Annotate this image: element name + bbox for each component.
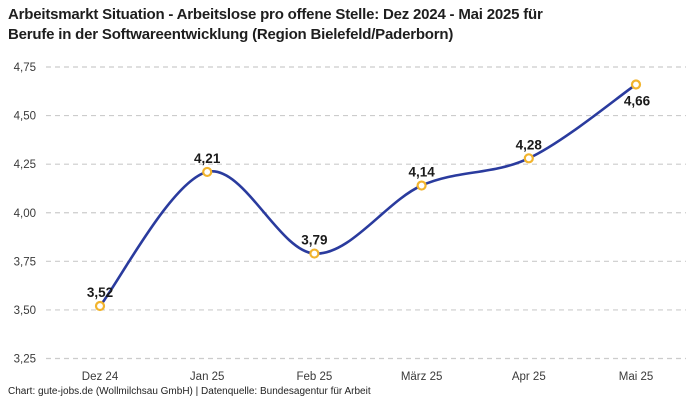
x-axis-label: März 25 (401, 371, 443, 383)
y-tick-label: 4,50 (14, 111, 36, 123)
chart-title-line1: Arbeitsmarkt Situation - Arbeitslose pro… (8, 6, 543, 23)
data-point-marker (94, 300, 106, 312)
x-axis-label: Feb 25 (296, 371, 332, 383)
data-point-marker (416, 180, 427, 191)
chart-title: Arbeitsmarkt Situation - Arbeitslose pro… (8, 5, 696, 45)
y-tick-label: 4,75 (14, 62, 36, 74)
chart-credit: Chart: gute-jobs.de (Wollmilchsau GmbH) … (8, 386, 371, 397)
data-point-label: 4,21 (194, 151, 221, 166)
chart-title-line2: Berufe in der Softwareentwicklung (Regio… (8, 26, 454, 43)
data-point-marker (202, 166, 213, 178)
x-axis-label: Mai 25 (619, 371, 654, 383)
x-axis-label: Dez 24 (82, 371, 119, 383)
x-axis-label: Jan 25 (190, 371, 225, 383)
data-point-label: 4,14 (408, 165, 435, 180)
data-point-label: 4,66 (624, 93, 651, 108)
x-axis-label: Apr 25 (512, 371, 546, 383)
data-point-marker (309, 248, 320, 259)
data-point-marker (523, 153, 534, 164)
trend-line (98, 83, 638, 308)
y-tick-label: 3,25 (14, 354, 36, 366)
data-point-marker (630, 79, 642, 90)
y-tick-label: 3,75 (14, 256, 36, 268)
data-point-label: 4,28 (516, 137, 543, 152)
data-point-label: 3,79 (301, 233, 327, 248)
y-tick-label: 4,00 (14, 208, 36, 220)
data-point-label: 3,52 (87, 285, 113, 300)
y-tick-label: 3,50 (14, 305, 36, 317)
y-tick-label: 4,25 (14, 159, 36, 171)
